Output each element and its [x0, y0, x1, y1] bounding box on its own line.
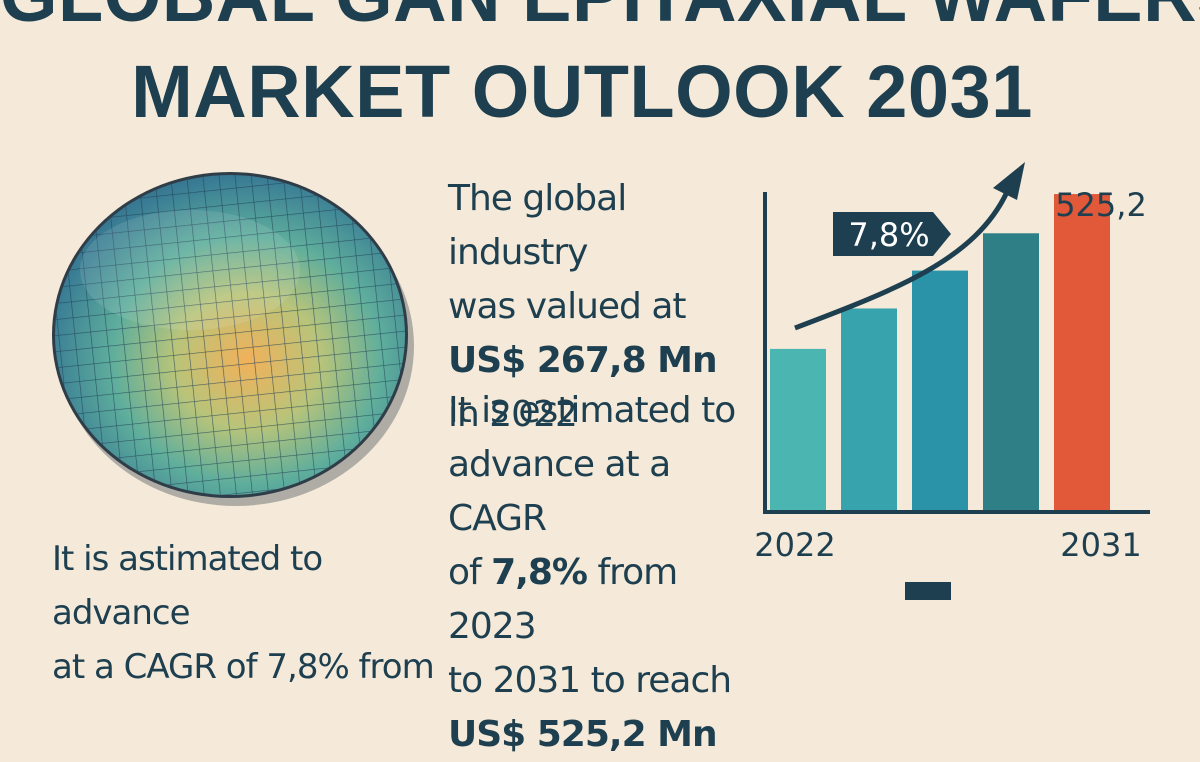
copy-line: to 2031 to reach [448, 660, 732, 701]
copy-of: of [448, 552, 482, 593]
cagr-value: 7,8% [491, 552, 588, 593]
top-value-label: 525,2 [1055, 186, 1147, 224]
page-title-line-2: MARKET OUTLOOK 2031 [131, 50, 1033, 133]
wafer-illustration [52, 172, 414, 506]
copy-line: at a CAGR of 7,8% from [52, 647, 435, 687]
copy-line: It is estimated to [448, 390, 736, 431]
copy-line: It is astimated to advance [52, 539, 323, 633]
bar-4 [983, 233, 1039, 511]
cagr-caption-text: It is astimated to advance at a CAGR of … [52, 532, 452, 694]
copy-line: of 7,8% from 2023 [448, 546, 768, 654]
x-tick-label-2031: 2031 [1060, 526, 1141, 564]
x-tick-label-2022: 2022 [754, 526, 835, 564]
value-2031: US$ 525,2 Mn [448, 714, 718, 755]
copy-line: advance at a CAGR [448, 444, 671, 539]
copy-line: The global industry [448, 178, 627, 273]
market-bar-chart: 7,8% 525,2 2022 2031 [754, 162, 1150, 600]
bar-1 [770, 348, 826, 510]
copy-line: was valued at [448, 286, 687, 327]
cagr-text: It is estimated to advance at a CAGR of … [448, 384, 768, 762]
page-title-line-1: GLOBAL GAN EPITAXIAL WAFERS [0, 0, 1200, 36]
bar-3 [912, 270, 968, 510]
copy-line: US$ 267,8 Mn [448, 334, 768, 388]
value-2022: US$ 267,8 Mn [448, 340, 718, 381]
bar-2 [841, 308, 897, 510]
growth-label: 7,8% [848, 216, 929, 254]
industry-value-text: The global industry was valued at US$ 26… [448, 172, 768, 442]
growth-badge [833, 212, 951, 256]
growth-arrow-curve [794, 190, 1010, 331]
copy-line: in 2022 [448, 394, 578, 435]
growth-arrow-head [993, 162, 1025, 200]
copy-line: US$ 525,2 Mn [448, 708, 768, 762]
bar-5 [1054, 194, 1110, 510]
legend-swatch [905, 582, 951, 600]
